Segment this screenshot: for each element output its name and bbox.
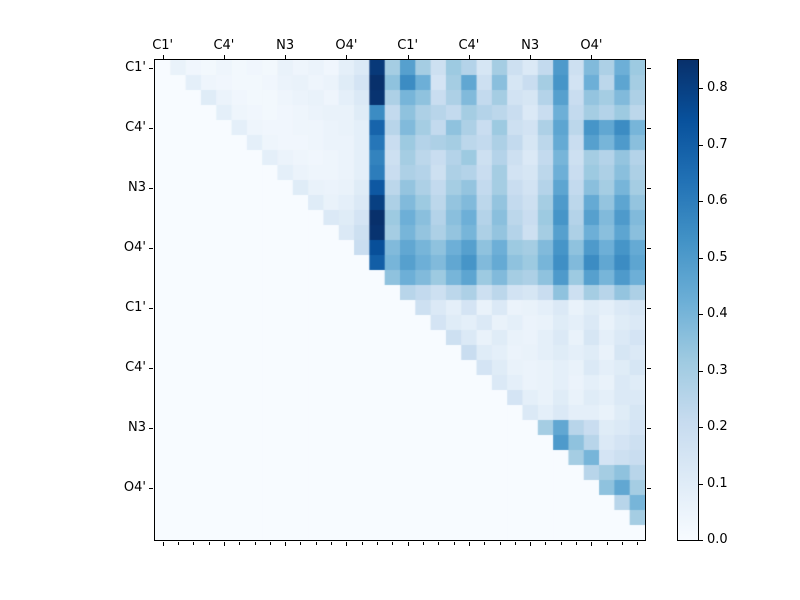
x-minor-tick-mark	[530, 542, 532, 545]
x-minor-tick-mark	[591, 542, 593, 545]
x-tick-label: O4'	[580, 38, 603, 53]
x-minor-tick-mark	[606, 542, 608, 545]
colorbar-tick-mark	[699, 483, 703, 485]
colorbar-tick-mark	[699, 88, 703, 90]
x-minor-tick-mark	[223, 542, 225, 545]
y-tick-mark	[647, 127, 651, 129]
y-tick-mark	[149, 307, 153, 309]
x-minor-tick-mark	[315, 542, 317, 545]
x-minor-tick-mark	[208, 542, 210, 545]
x-minor-tick-mark	[193, 542, 195, 545]
x-tick-mark	[591, 542, 593, 546]
colorbar-tick-label: 0.7	[707, 136, 728, 152]
x-minor-tick-mark	[162, 542, 164, 545]
x-tick-label: N3	[521, 38, 540, 53]
x-minor-tick-mark	[407, 542, 409, 545]
colorbar-tick-label: 0.4	[707, 306, 728, 322]
y-tick-mark	[149, 127, 153, 129]
x-tick-mark	[285, 542, 287, 546]
x-minor-tick-mark	[254, 542, 256, 545]
x-minor-tick-mark	[269, 542, 271, 545]
x-tick-label: C4'	[213, 38, 235, 53]
y-tick-mark	[647, 247, 651, 249]
x-tick-mark	[407, 542, 409, 546]
x-minor-tick-mark	[177, 542, 179, 545]
y-tick-mark	[647, 307, 651, 309]
colorbar-tick-label: 0.6	[707, 193, 728, 209]
colorbar-tick-label: 0.3	[707, 362, 728, 378]
x-tick-label: C4'	[458, 38, 480, 53]
colorbar-tick-mark	[699, 257, 703, 259]
x-minor-tick-mark	[514, 542, 516, 545]
colorbar-tick-label: 0.2	[707, 419, 728, 435]
y-tick-mark	[149, 487, 153, 489]
x-tick-mark	[346, 542, 348, 546]
y-tick-mark	[647, 187, 651, 189]
y-tick-mark	[149, 187, 153, 189]
x-minor-tick-mark	[377, 542, 379, 545]
x-tick-label: C1'	[152, 38, 174, 53]
y-tick-mark	[647, 427, 651, 429]
x-minor-tick-mark	[453, 542, 455, 545]
y-tick-mark	[149, 427, 153, 429]
x-minor-tick-mark	[576, 542, 578, 545]
x-minor-tick-mark	[300, 542, 302, 545]
x-tick-mark	[162, 542, 164, 546]
x-minor-tick-mark	[499, 542, 501, 545]
y-tick-mark	[149, 67, 153, 69]
x-tick-mark	[223, 542, 225, 546]
x-tick-label: N3	[276, 38, 295, 53]
y-tick-mark	[647, 367, 651, 369]
x-minor-tick-mark	[438, 542, 440, 545]
y-tick-mark	[647, 487, 651, 489]
x-tick-label: C1'	[397, 38, 419, 53]
colorbar-tick-mark	[699, 201, 703, 203]
y-tick-mark	[149, 247, 153, 249]
colorbar	[677, 59, 699, 541]
x-minor-tick-mark	[239, 542, 241, 545]
x-minor-tick-mark	[622, 542, 624, 545]
y-tick-mark	[149, 367, 153, 369]
x-minor-tick-mark	[468, 542, 470, 545]
x-minor-tick-mark	[422, 542, 424, 545]
y-tick-label: O4'	[123, 239, 146, 255]
x-tick-mark	[468, 542, 470, 546]
colorbar-tick-mark	[699, 144, 703, 146]
colorbar-tick-mark	[699, 370, 703, 372]
y-tick-label: C1'	[125, 299, 146, 315]
x-tick-label: O4'	[335, 38, 358, 53]
y-tick-label: C1'	[125, 59, 146, 75]
x-minor-tick-mark	[560, 542, 562, 545]
x-minor-tick-mark	[346, 542, 348, 545]
x-minor-tick-mark	[392, 542, 394, 545]
x-minor-tick-mark	[285, 542, 287, 545]
x-minor-tick-mark	[545, 542, 547, 545]
x-minor-tick-mark	[361, 542, 363, 545]
plot-area	[154, 59, 646, 541]
y-tick-label: C4'	[125, 119, 146, 135]
y-tick-label: N3	[128, 419, 146, 435]
y-tick-label: C4'	[125, 359, 146, 375]
y-tick-label: N3	[128, 179, 146, 195]
colorbar-tick-mark	[699, 427, 703, 429]
x-minor-tick-mark	[637, 542, 639, 545]
colorbar-tick-label: 0.8	[707, 80, 728, 96]
colorbar-tick-label: 0.1	[707, 475, 728, 491]
x-tick-mark	[530, 542, 532, 546]
colorbar-tick-mark	[699, 540, 703, 541]
x-minor-tick-mark	[484, 542, 486, 545]
colorbar-tick-mark	[699, 314, 703, 316]
y-tick-mark	[647, 67, 651, 69]
heatmap-canvas	[155, 60, 645, 540]
colorbar-tick-label: 0.5	[707, 249, 728, 265]
x-minor-tick-mark	[331, 542, 333, 545]
y-tick-label: O4'	[123, 479, 146, 495]
colorbar-tick-label: 0.0	[707, 532, 728, 547]
